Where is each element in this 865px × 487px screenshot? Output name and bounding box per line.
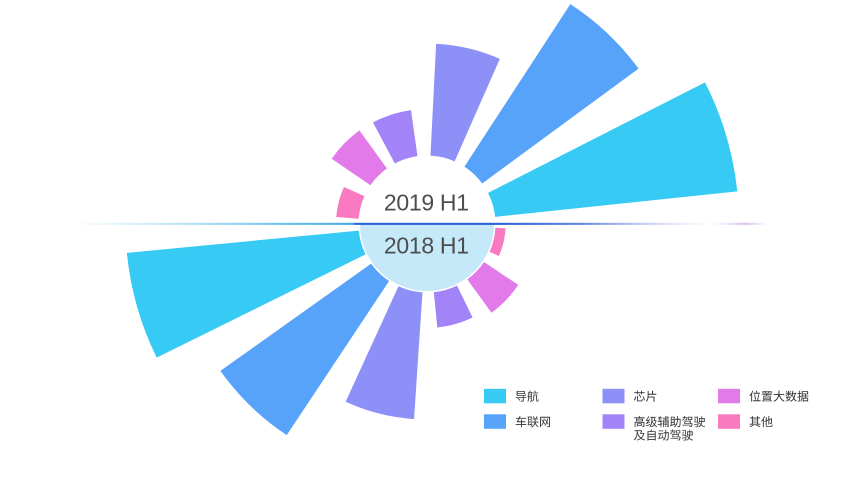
svg-text:2018 H1: 2018 H1 (384, 233, 469, 259)
svg-text:2019 H1: 2019 H1 (384, 190, 469, 216)
